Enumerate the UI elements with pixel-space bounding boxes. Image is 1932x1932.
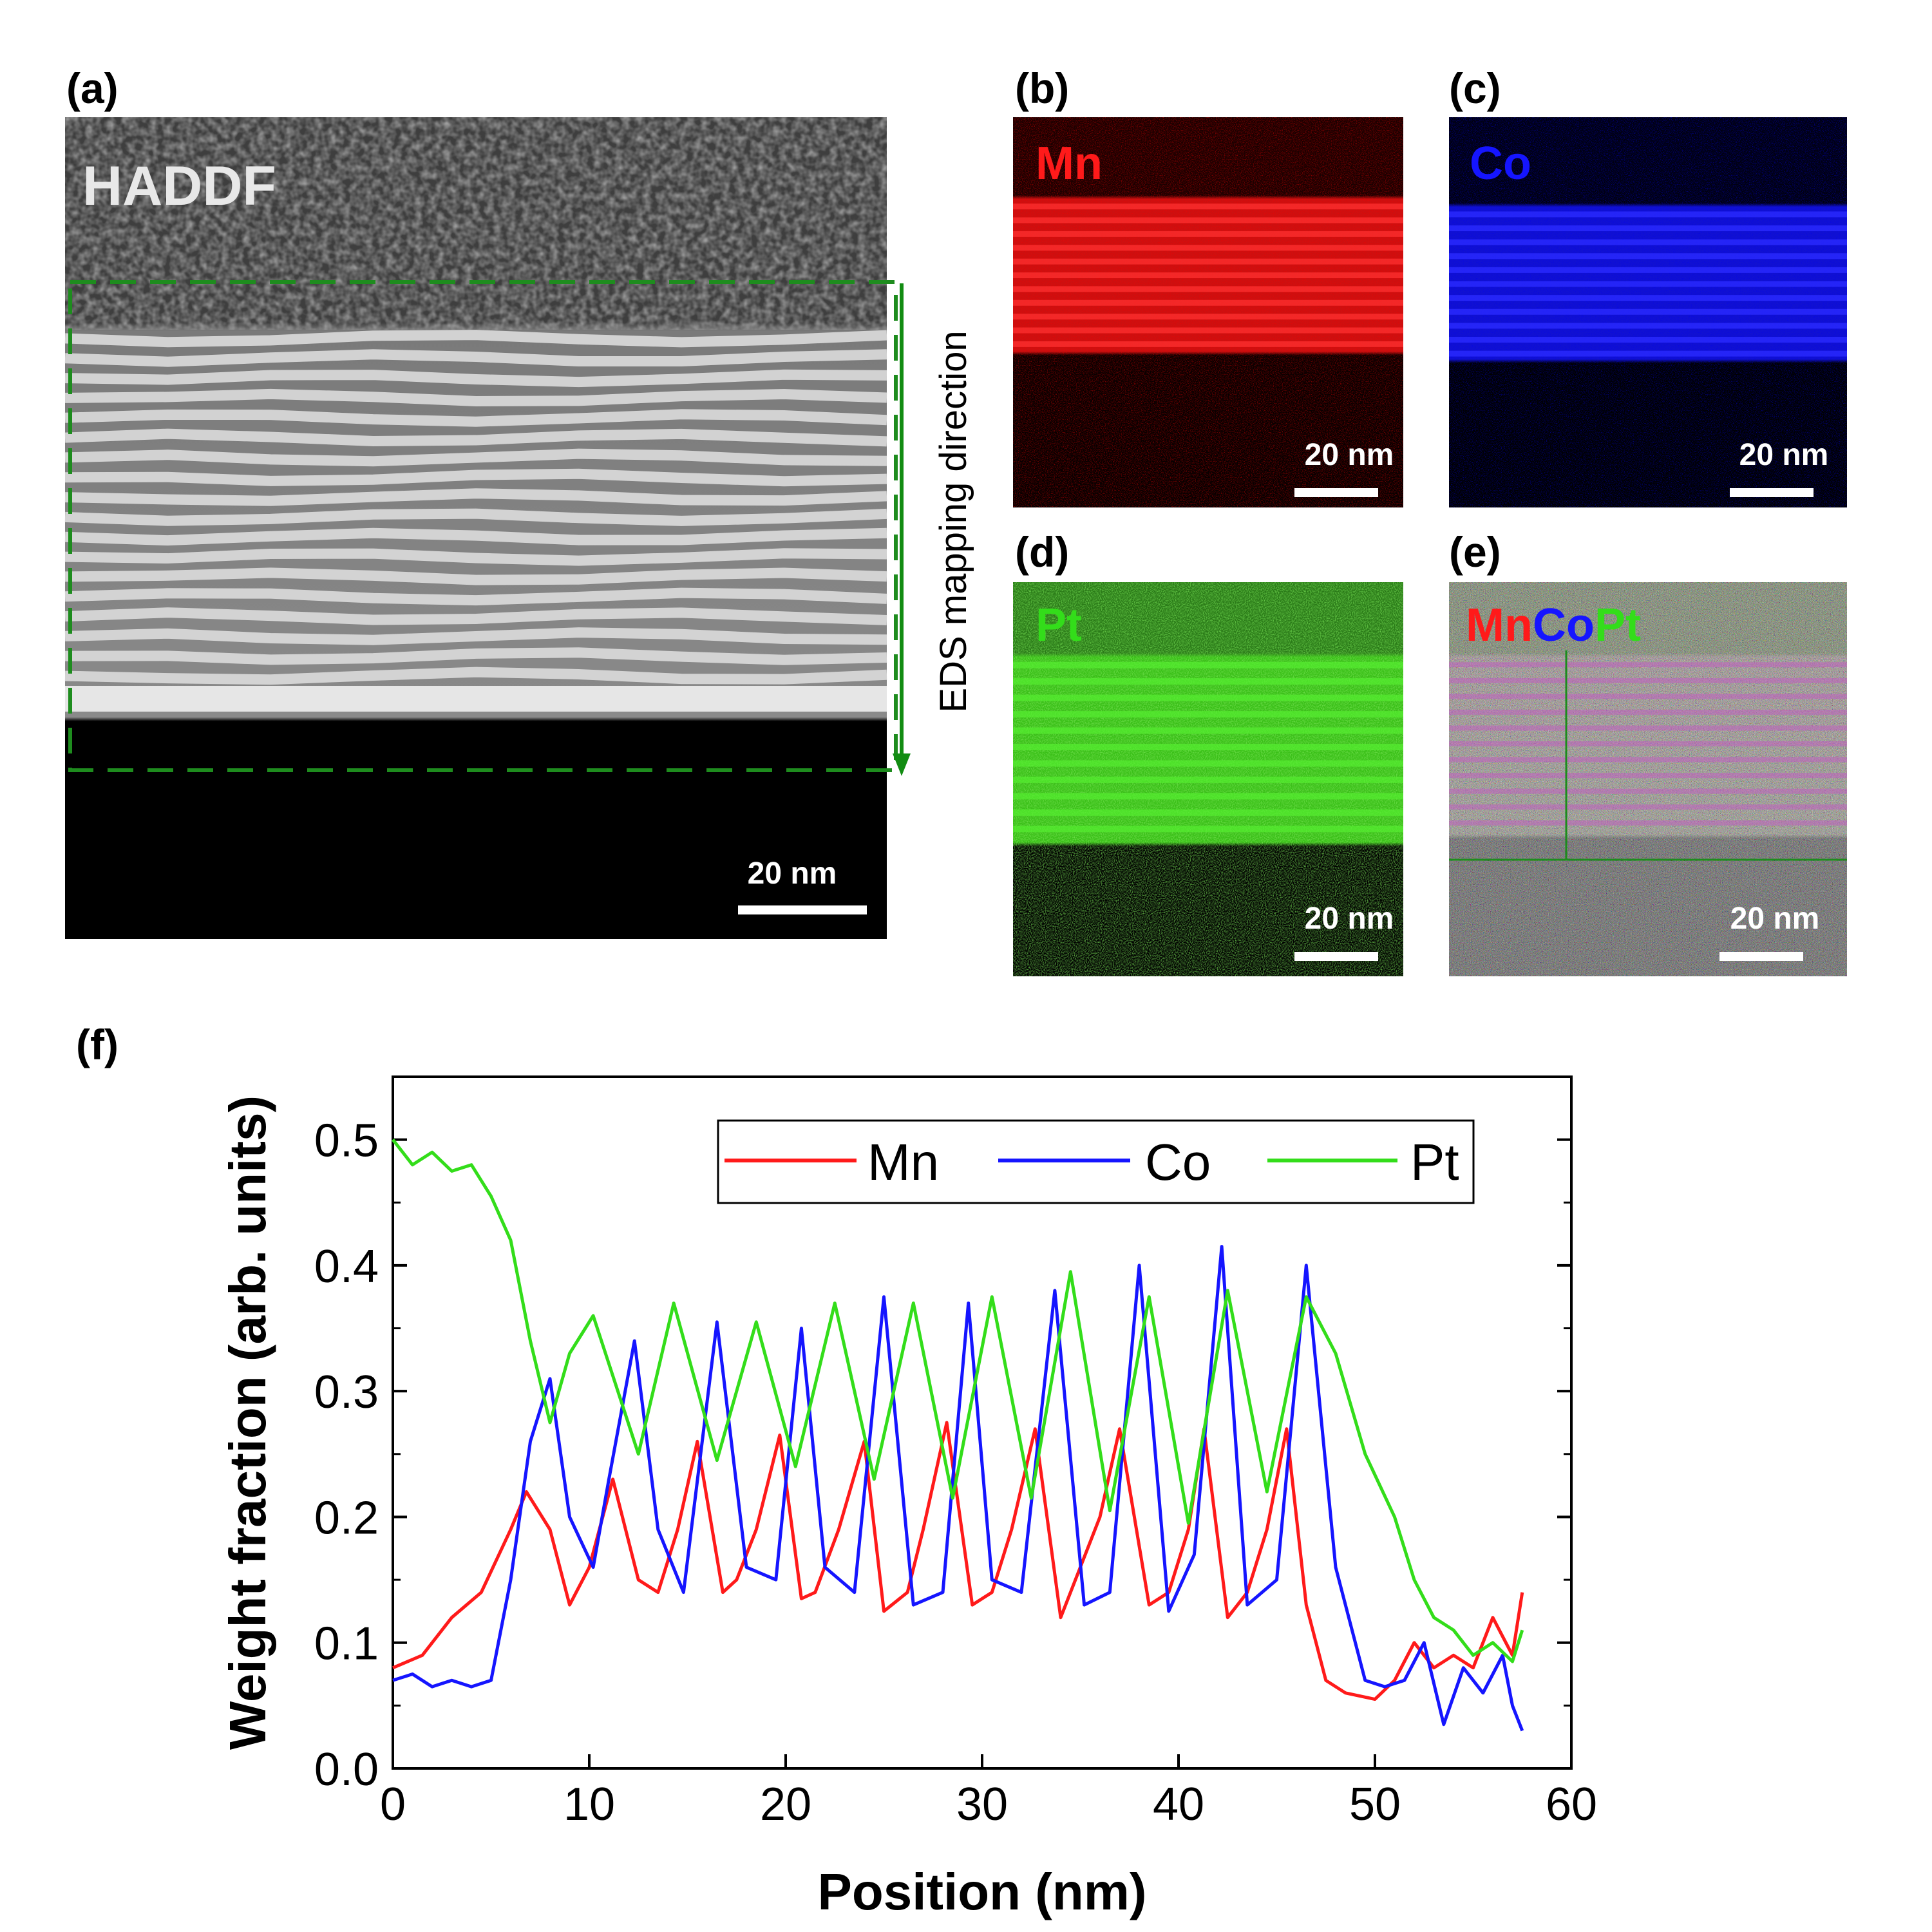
eds-direction-arrow: EDS mapping direction	[893, 283, 974, 776]
legend-label-mn: Mn	[867, 1133, 939, 1191]
x-tick-label: 20	[760, 1779, 811, 1830]
panel-e: (e) MnCoPt 20 nm	[1449, 528, 1847, 976]
haadf-layers-stripe	[64, 488, 887, 506]
series-line-co	[392, 1245, 1524, 1732]
eds-mapping-region	[68, 280, 898, 772]
panel-f: (f) 0 10 20 30 40 50 60 0.0 0.1 0.2 0.3 0.4 0.5 Posi…	[76, 1021, 1597, 1920]
x-tick-label: 40	[1153, 1779, 1204, 1830]
combined-label-mn: Mn	[1466, 600, 1533, 651]
series-line-pt	[392, 1139, 1524, 1663]
panel-f-letter: (f)	[76, 1021, 118, 1068]
co-map-stripes	[1449, 211, 1847, 357]
combined-label-co: Co	[1533, 600, 1595, 651]
haadf-layers-stripe	[64, 508, 887, 526]
haadf-layers-stripe	[64, 527, 887, 546]
haadf-multilayer-stripes	[64, 330, 887, 685]
haadf-layers-stripe	[64, 647, 887, 665]
combined-label-pt: Pt	[1595, 600, 1641, 651]
legend: Mn Co Pt	[717, 1119, 1475, 1204]
pt-map-stripes	[1013, 661, 1403, 833]
x-tick-label: 0	[380, 1779, 406, 1830]
mn-map-label: Mn	[1036, 138, 1103, 189]
co-map-label: Co	[1470, 138, 1531, 189]
legend-label-co: Co	[1145, 1133, 1211, 1191]
chart-lines	[392, 1139, 1524, 1732]
x-tick-label: 10	[564, 1779, 615, 1830]
mn-map-stripes	[1013, 204, 1403, 347]
haadf-scale-bar	[738, 905, 867, 914]
eds-direction-label: EDS mapping direction	[933, 330, 974, 712]
mn-scale-label: 20 nm	[1305, 438, 1394, 472]
series-line-mn	[392, 1421, 1524, 1701]
haadf-layers-stripe	[64, 428, 887, 447]
haadf-layers-stripe	[64, 448, 887, 467]
pt-scale-label: 20 nm	[1305, 902, 1394, 936]
x-axis-label: Position (nm)	[817, 1863, 1146, 1920]
pt-map-label: Pt	[1036, 600, 1082, 651]
legend-label-pt: Pt	[1410, 1133, 1459, 1191]
haadf-amorphous-cap	[65, 117, 887, 330]
panel-c: (c) Co 20 nm	[1449, 64, 1847, 507]
y-tick-label: 0.1	[314, 1618, 379, 1670]
panel-e-letter: (e)	[1449, 528, 1501, 576]
panel-c-letter: (c)	[1449, 64, 1501, 112]
mn-map-noise	[1013, 117, 1403, 507]
pt-scale-bar	[1294, 952, 1378, 961]
y-tick-label: 0.2	[314, 1492, 379, 1544]
y-tick-label: 0.5	[314, 1115, 379, 1167]
haadf-layers-stripe	[64, 369, 887, 388]
combined-map-stripes	[1449, 662, 1847, 826]
y-axis-label: Weight fraction (arb. units)	[219, 1095, 276, 1750]
x-tick-label: 30	[956, 1779, 1008, 1830]
x-tick-label: 60	[1546, 1779, 1597, 1830]
panel-a: (a) HADDF 20 nm	[64, 64, 898, 939]
haadf-layers-stripe	[64, 627, 887, 645]
co-scale-label: 20 nm	[1739, 438, 1829, 472]
combined-map-noise	[1449, 582, 1847, 976]
haadf-label: HADDF	[82, 155, 276, 217]
haadf-layers-stripe	[64, 409, 887, 427]
chart-ticks: 0 10 20 30 40 50 60 0.0 0.1 0.2 0.3 0.4 0.5	[314, 1075, 1597, 1830]
co-scale-bar	[1730, 488, 1814, 497]
panel-d: (d) Pt 20 nm	[1013, 528, 1403, 976]
haadf-layers-stripe	[64, 548, 887, 566]
haadf-layers-stripe	[64, 330, 887, 348]
combined-map-label: MnCoPt	[1466, 600, 1641, 651]
mn-scale-bar	[1294, 488, 1378, 497]
combined-scale-bar	[1719, 952, 1803, 961]
haadf-layers-stripe	[64, 667, 887, 685]
combined-scale-label: 20 nm	[1730, 902, 1820, 936]
haadf-layers-stripe	[64, 468, 887, 487]
haadf-layers-stripe	[64, 388, 887, 407]
haadf-layers-stripe	[64, 587, 887, 606]
arrow-head	[893, 753, 911, 776]
x-tick-label: 50	[1349, 1779, 1401, 1830]
panel-d-letter: (d)	[1015, 528, 1069, 576]
haadf-layers-stripe	[64, 567, 887, 585]
haadf-scale-label: 20 nm	[748, 857, 837, 891]
y-tick-label: 0.3	[314, 1367, 379, 1418]
haadf-bottom-bright-layer	[65, 686, 887, 712]
y-tick-label: 0.0	[314, 1744, 379, 1795]
panel-b: (b) Mn 20 nm	[1013, 64, 1403, 507]
panel-a-letter: (a)	[66, 64, 118, 112]
panel-b-letter: (b)	[1015, 64, 1069, 112]
haadf-layers-stripe	[64, 607, 887, 625]
y-tick-label: 0.4	[314, 1241, 379, 1293]
haadf-layers-stripe	[64, 349, 887, 367]
